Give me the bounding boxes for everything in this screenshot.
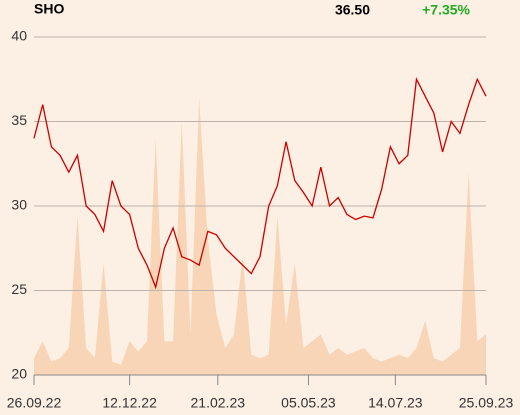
x-tick-label: 25.09.23 — [459, 395, 514, 411]
x-tick-label: 12.12.22 — [102, 395, 157, 411]
y-tick-label: 35 — [11, 112, 27, 128]
chart-title: SHO — [34, 1, 64, 17]
y-tick-label: 30 — [11, 197, 27, 213]
x-tick-label: 21.02.23 — [191, 395, 246, 411]
y-tick-label: 40 — [11, 28, 27, 44]
x-tick-label: 26.09.22 — [7, 395, 62, 411]
change: +7.35% — [422, 2, 470, 18]
price-line — [33, 77, 487, 290]
x-tick-label: 14.07.23 — [368, 395, 423, 411]
x-tick-label: 05.05.23 — [281, 395, 336, 411]
y-tick-label: 25 — [11, 281, 27, 297]
volume-area — [34, 97, 486, 375]
price: 36.50 — [335, 2, 370, 18]
y-tick-label: 20 — [11, 366, 27, 382]
